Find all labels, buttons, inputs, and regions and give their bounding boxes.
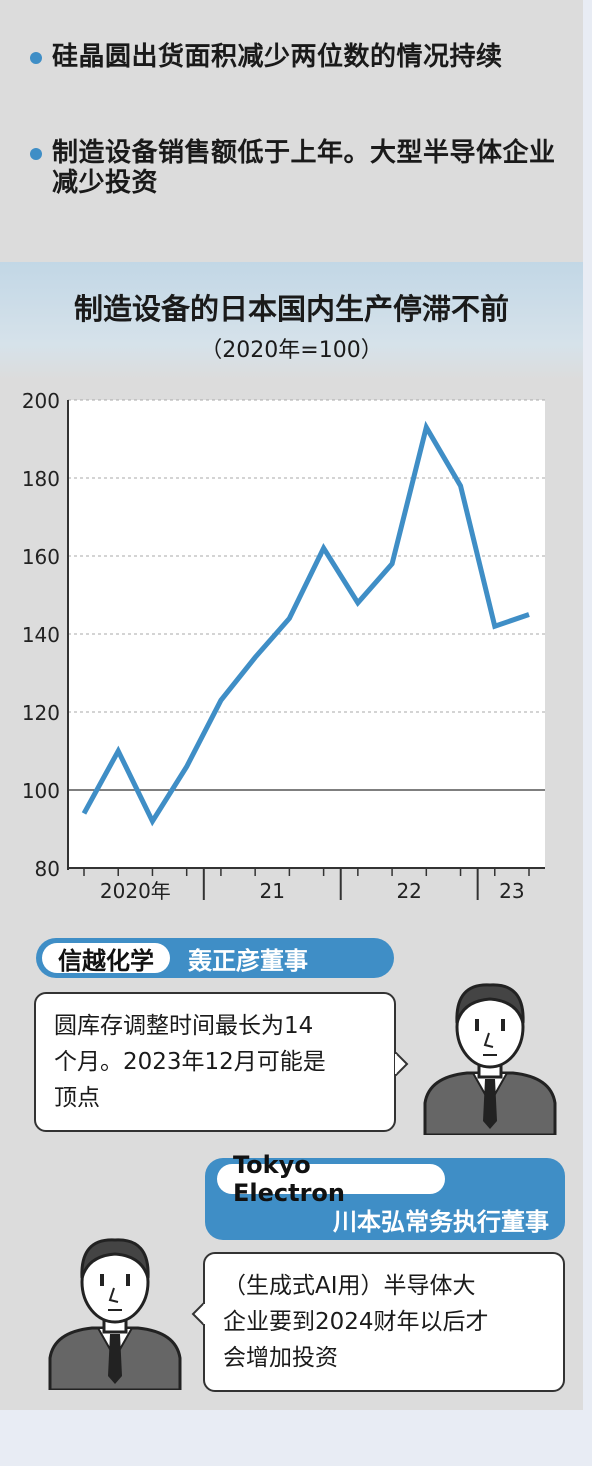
y-tick-label: 100: [22, 779, 60, 803]
person-name: 轰正彦董事: [188, 946, 308, 975]
company-label: Tokyo Electron: [217, 1151, 445, 1207]
x-tick-label: 22: [396, 879, 421, 903]
y-tick-label: 200: [22, 389, 60, 413]
bubble-pointer-icon: [191, 1302, 205, 1326]
infographic-panel: 硅晶圆出货面积减少两位数的情况持续 制造设备销售额低于上年。大型半导体企业减少投…: [0, 0, 583, 1410]
businessman-avatar-icon: [48, 1238, 182, 1390]
quote-line: （生成式AI用）半导体大: [223, 1273, 476, 1299]
series-line: [81, 420, 530, 827]
y-tick-label: 140: [22, 623, 60, 647]
speaker-tag: Tokyo Electron 川本弘常务执行董事: [205, 1151, 565, 1240]
bullet-item: 制造设备销售额低于上年。大型半导体企业减少投资: [30, 138, 570, 198]
speaker-tag: 信越化学 轰正彦董事: [36, 938, 394, 978]
y-tick-label: 180: [22, 467, 60, 491]
y-tick-label: 120: [22, 701, 60, 725]
quote-line: 圆库存调整时间最长为14: [54, 1013, 314, 1039]
bullet-item: 硅晶圆出货面积减少两位数的情况持续: [30, 42, 503, 72]
y-tick-label: 160: [22, 545, 60, 569]
line-chart: 80 100 120 140 160 180 200 2020年 21 22 23: [22, 389, 545, 903]
quote-line: 企业要到2024财年以后才: [223, 1309, 489, 1335]
bubble-pointer-icon: [395, 1052, 409, 1076]
chart-subtitle: （2020年=100）: [200, 338, 383, 363]
y-tick-label: 80: [35, 857, 60, 881]
x-tick-label: 21: [260, 879, 285, 903]
businessman-avatar-icon: [423, 983, 557, 1135]
quote-bubble: 圆库存调整时间最长为14 个月。2023年12月可能是 顶点: [34, 992, 396, 1132]
quote-line: 个月。2023年12月可能是: [54, 1049, 326, 1075]
bullet-list: 硅晶圆出货面积减少两位数的情况持续 制造设备销售额低于上年。大型半导体企业减少投…: [0, 0, 583, 262]
bullet-dot-icon: [30, 52, 42, 64]
chart-header-band: [0, 262, 583, 380]
chart-title: 制造设备的日本国内生产停滞不前: [73, 292, 509, 326]
person-name: 川本弘常务执行董事: [333, 1208, 549, 1236]
bullet-dot-icon: [30, 148, 42, 160]
quote-line: 顶点: [54, 1085, 100, 1111]
x-tick-label: 2020年: [100, 879, 171, 903]
x-tick-label: 23: [499, 879, 524, 903]
quote-bubble: （生成式AI用）半导体大 企业要到2024财年以后才 会增加投资: [203, 1252, 565, 1392]
quote-line: 会增加投资: [223, 1345, 338, 1371]
company-label: 信越化学: [42, 943, 170, 975]
